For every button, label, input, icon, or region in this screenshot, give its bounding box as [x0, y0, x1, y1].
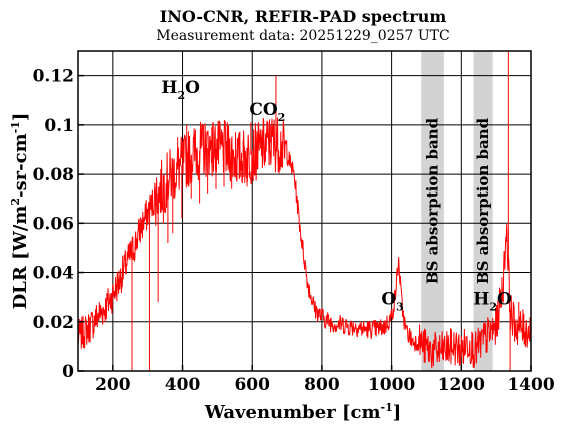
absorption-bands: BS absorption band BS absorption band — [421, 51, 493, 371]
x-tick-label: 200 — [95, 375, 131, 395]
y-axis-ticks: 0 0.02 0.04 0.06 0.08 0.1 0.12 — [33, 67, 84, 382]
x-axis-label: Wavenumber [cm-1] — [204, 401, 402, 423]
plot-frame — [77, 50, 532, 372]
spectrum-series — [77, 51, 532, 371]
y-tick-label: 0.12 — [33, 67, 74, 87]
annotation-label: H2O — [473, 290, 512, 314]
x-tick-label: 1200 — [438, 375, 485, 395]
y-tick-label: 0.1 — [44, 116, 74, 136]
band-label-0: BS absorption band — [424, 117, 442, 284]
x-tick-label: 800 — [304, 375, 340, 395]
x-tick-label: 400 — [165, 375, 201, 395]
y-axis-label: DLR [W/m2-sr-cm-1] — [9, 113, 31, 310]
y-tick-label: 0.04 — [33, 264, 75, 284]
annotation-label: H2O — [161, 78, 200, 102]
y-tick-label: 0.06 — [33, 214, 74, 234]
y-tick-label: 0.08 — [33, 165, 74, 185]
y-tick-label: 0 — [62, 362, 74, 382]
x-tick-label: 1400 — [507, 375, 554, 395]
x-tick-label: 600 — [234, 375, 270, 395]
absorption-band-0 — [421, 51, 444, 371]
spectrum-line — [77, 117, 532, 369]
annotation-label: O3 — [381, 290, 403, 314]
absorption-band-1 — [473, 51, 493, 371]
band-label-1: BS absorption band — [474, 117, 492, 284]
x-axis-ticks: 200 400 600 800 1000 1200 1400 — [95, 365, 555, 395]
x-tick-label: 1000 — [368, 375, 415, 395]
annotation-label: CO2 — [249, 100, 285, 124]
annotations: H2O CO2 O3 H2O — [161, 78, 512, 314]
y-tick-label: 0.02 — [33, 313, 74, 333]
chart-title: INO-CNR, REFIR-PAD spectrum — [160, 7, 447, 26]
chart-subtitle: Measurement data: 20251229_0257 UTC — [156, 28, 449, 44]
